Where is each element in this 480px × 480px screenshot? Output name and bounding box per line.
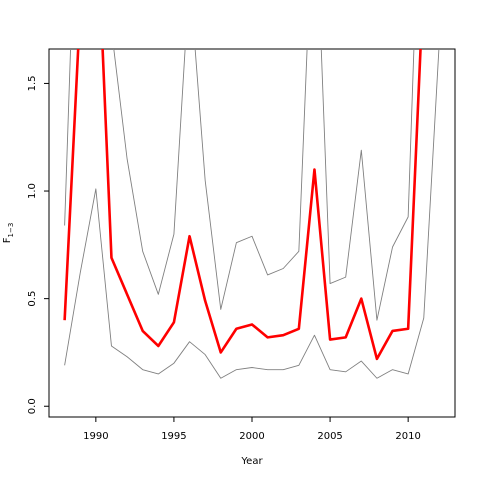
y-axis-title-main: F — [2, 237, 13, 243]
y-tick-label: 1.0 — [27, 183, 38, 199]
series-line-upper — [64, 49, 415, 321]
series-layer — [63, 49, 440, 379]
x-axis-title: Year — [240, 456, 263, 467]
y-axis-title: F1−3 — [2, 223, 15, 244]
series-line-estimate — [63, 49, 422, 361]
y-axis: 0.0 0.5 1.0 1.5 — [27, 75, 49, 414]
x-tick-label: 1995 — [161, 431, 186, 442]
x-tick-label: 2010 — [395, 431, 420, 442]
series-line-lower — [64, 49, 440, 379]
y-tick-label: 0.0 — [27, 398, 38, 414]
y-tick-label: 0.5 — [27, 291, 38, 307]
y-tick-label: 1.5 — [27, 75, 38, 91]
x-tick-label: 2000 — [239, 431, 264, 442]
x-axis: 1990 1995 2000 2005 2010 — [83, 417, 421, 442]
y-axis-title-subscript: 1−3 — [7, 223, 15, 238]
x-tick-label: 2005 — [317, 431, 342, 442]
x-tick-label: 1990 — [83, 431, 108, 442]
